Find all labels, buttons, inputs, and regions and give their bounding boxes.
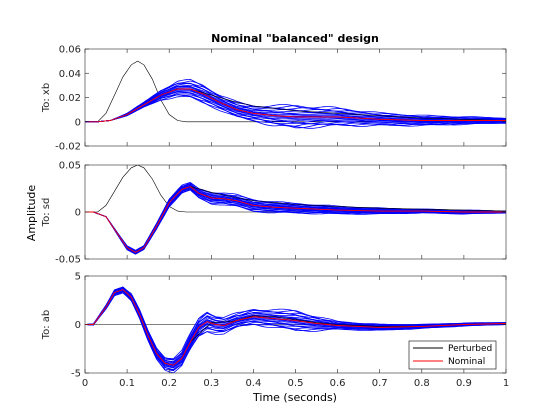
plot-area: [85, 165, 506, 255]
y-tick-label: -0.05: [55, 255, 81, 266]
y-tick-label: 5: [75, 272, 81, 283]
x-tick-label: 0.9: [456, 378, 472, 389]
x-tick-label: 0.7: [372, 378, 388, 389]
legend-label-perturbed: Perturbed: [448, 344, 492, 354]
y-tick-label: 0.05: [59, 161, 81, 172]
y-tick-label: 0: [75, 117, 81, 128]
y-axis-label: Amplitude: [25, 185, 38, 242]
panel-ylabel: To: ab: [41, 310, 52, 341]
panel-2: -0.05 0 0.05 To: sd: [41, 161, 507, 266]
legend-box: [408, 340, 497, 370]
perturbed-line: [85, 85, 506, 123]
nominal-line: [85, 289, 506, 366]
y-tick-label: 0.04: [59, 69, 81, 80]
y-tick-label: -0.02: [55, 142, 81, 153]
x-tick-label: 0.3: [203, 378, 219, 389]
perturbed-black-line: [190, 186, 506, 212]
y-tick-label: 0.06: [59, 45, 81, 56]
input-signal-line: [85, 60, 506, 123]
plot-area: [85, 286, 506, 373]
perturbed-line: [85, 291, 506, 371]
x-tick-label: 0.6: [330, 378, 346, 389]
x-tick-label: 0.5: [288, 378, 304, 389]
perturbed-line: [85, 91, 506, 123]
x-tick-label: 0.4: [245, 378, 261, 389]
legend: Perturbed Nominal: [408, 340, 497, 370]
panel-ylabel: To: xb: [41, 83, 52, 113]
perturbed-line: [85, 94, 506, 127]
y-tick-label: -5: [71, 369, 81, 380]
nominal-line: [85, 186, 506, 253]
panels: -0.02 0 0.02 0.04 0.06 To: xb -0.05 0 0.05 To: sd…: [41, 45, 509, 390]
chart-title: Nominal "balanced" design: [211, 32, 379, 45]
input-signal-line: [85, 165, 506, 213]
x-tick-label: 0.8: [414, 378, 430, 389]
nominal-line: [85, 88, 506, 123]
perturbed-black-line: [190, 88, 506, 121]
panel-1: -0.02 0 0.02 0.04 0.06 To: xb: [41, 45, 507, 153]
x-tick-label: 1: [503, 378, 509, 389]
y-tick-label: 0.02: [59, 93, 81, 104]
x-tick-label: 0: [82, 378, 88, 389]
x-tick-label: 0.2: [161, 378, 177, 389]
x-tick-label: 0.1: [119, 378, 135, 389]
perturbed-line: [85, 78, 506, 123]
legend-label-nominal: Nominal: [448, 357, 485, 367]
y-tick-label: 0: [75, 320, 81, 331]
perturbed-line: [85, 286, 506, 360]
perturbed-line: [85, 91, 506, 124]
panel-ylabel: To: sd: [41, 198, 52, 228]
y-tick-label: 0: [75, 208, 81, 219]
plot-area: [85, 60, 506, 129]
x-axis-label: Time (seconds): [252, 391, 337, 404]
